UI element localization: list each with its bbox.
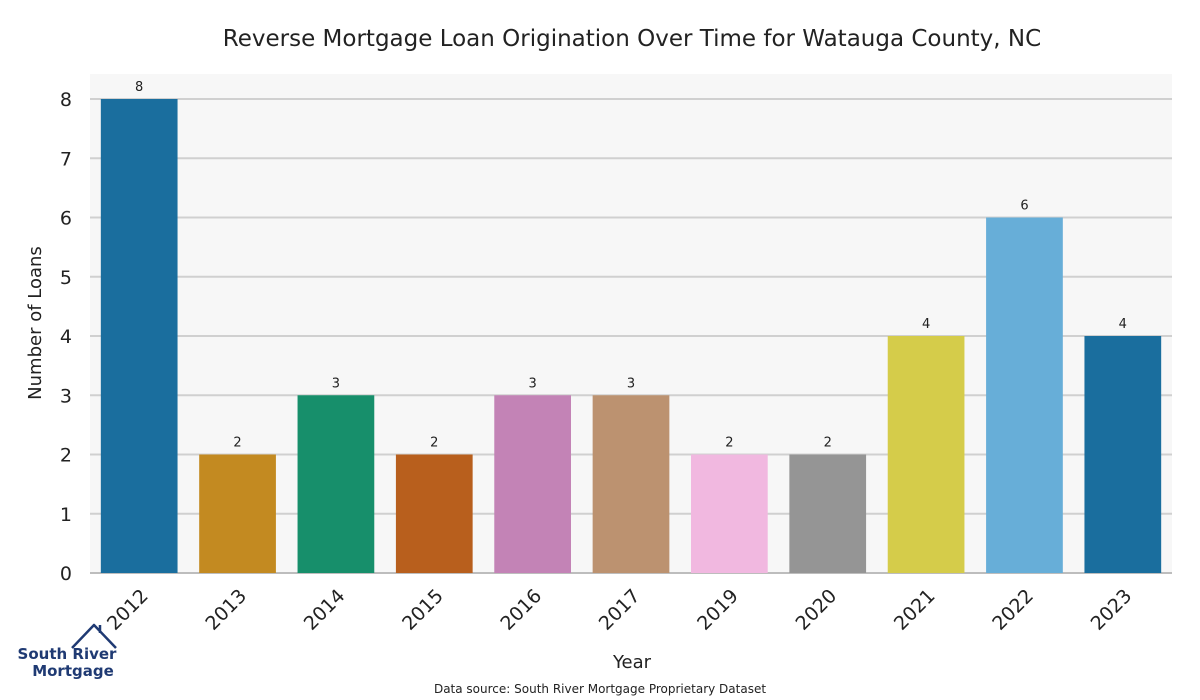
x-tick-label: 2021 bbox=[890, 585, 940, 635]
bars bbox=[100, 99, 1162, 573]
x-axis-ticks: 2012 2013 2014 2015 2016 2017 2019 2020 2021 2022… bbox=[103, 585, 1136, 635]
logo-line-2: Mortgage bbox=[32, 662, 114, 680]
x-tick-label: 2016 bbox=[496, 585, 546, 635]
bar-2016 bbox=[494, 395, 571, 573]
data-label: 2 bbox=[725, 436, 733, 451]
logo-line-1: South River bbox=[18, 645, 118, 663]
y-tick-label: 6 bbox=[60, 208, 72, 230]
x-tick-label: 2023 bbox=[1087, 585, 1137, 635]
y-axis-label: Number of Loans bbox=[25, 246, 46, 400]
y-tick-label: 0 bbox=[60, 563, 72, 585]
y-axis-ticks: 0 1 2 3 4 5 6 7 8 bbox=[60, 89, 72, 585]
x-tick-label: 2019 bbox=[693, 585, 743, 635]
bar-2015 bbox=[395, 454, 473, 573]
x-tick-label: 2022 bbox=[988, 585, 1038, 635]
bar-2021 bbox=[887, 336, 965, 573]
x-tick-label: 2017 bbox=[595, 585, 645, 635]
data-label: 3 bbox=[627, 376, 635, 391]
bar-2019 bbox=[691, 454, 768, 573]
data-label: 3 bbox=[528, 376, 536, 391]
data-label: 2 bbox=[430, 436, 438, 451]
data-label: 4 bbox=[922, 317, 930, 332]
x-tick-label: 2020 bbox=[792, 585, 842, 635]
y-tick-label: 8 bbox=[60, 89, 72, 111]
data-label: 6 bbox=[1020, 199, 1028, 214]
data-label: 8 bbox=[135, 80, 143, 95]
chart-title: Reverse Mortgage Loan Origination Over T… bbox=[223, 26, 1041, 52]
bar-2017 bbox=[592, 395, 670, 573]
bar-2023 bbox=[1084, 336, 1162, 573]
x-tick-label: 2015 bbox=[398, 585, 448, 635]
data-labels: 8 2 3 2 3 3 2 2 4 6 4 bbox=[135, 80, 1127, 451]
bar-2013 bbox=[199, 454, 276, 573]
y-tick-label: 7 bbox=[60, 148, 72, 170]
data-label: 3 bbox=[332, 376, 340, 391]
bar-2022 bbox=[986, 217, 1063, 573]
data-label: 2 bbox=[824, 436, 832, 451]
data-label: 2 bbox=[233, 436, 241, 451]
x-tick-label: 2013 bbox=[201, 585, 251, 635]
y-tick-label: 2 bbox=[60, 445, 72, 467]
south-river-mortgage-logo: South River Mortgage bbox=[18, 623, 118, 680]
x-axis-label: Year bbox=[612, 652, 652, 673]
y-tick-label: 1 bbox=[60, 504, 72, 526]
x-tick-label: 2012 bbox=[103, 585, 153, 635]
y-tick-label: 4 bbox=[60, 326, 72, 348]
data-source-note: Data source: South River Mortgage Propri… bbox=[434, 682, 766, 696]
bar-2020 bbox=[789, 454, 867, 573]
bar-2014 bbox=[297, 395, 375, 573]
x-tick-label: 2014 bbox=[300, 585, 350, 635]
bar-2012 bbox=[100, 99, 178, 573]
y-tick-label: 5 bbox=[60, 267, 72, 289]
y-tick-label: 3 bbox=[60, 385, 72, 407]
house-roof-icon bbox=[71, 623, 117, 649]
data-label: 4 bbox=[1119, 317, 1127, 332]
